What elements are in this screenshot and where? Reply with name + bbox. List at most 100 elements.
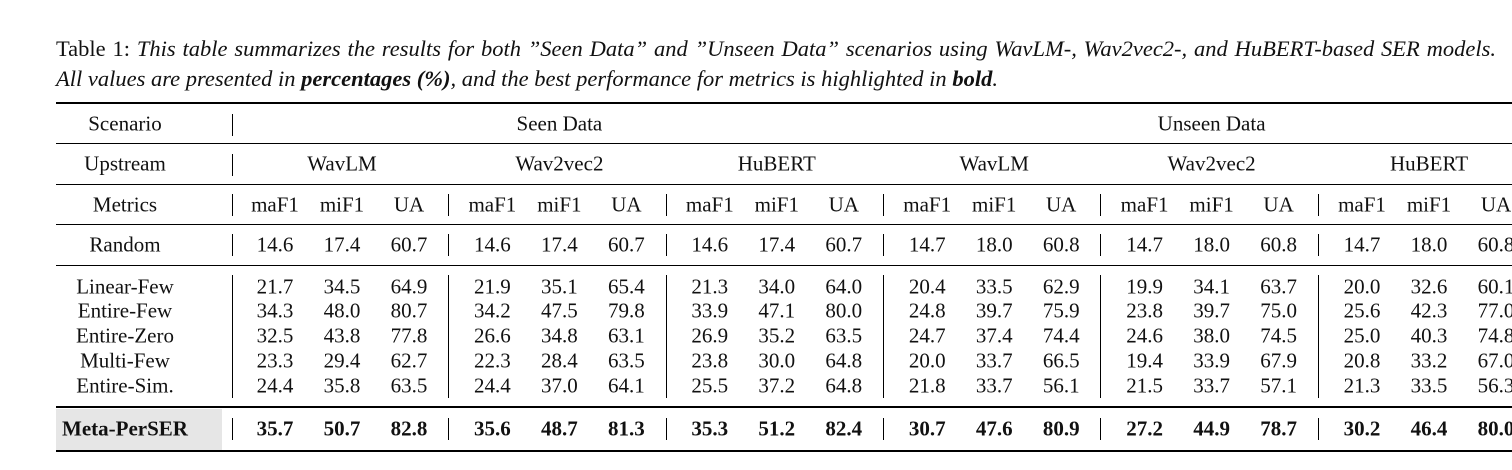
rule xyxy=(56,406,1512,408)
separator xyxy=(883,275,885,398)
cell-value: 80.0 xyxy=(1477,416,1512,441)
cell-value: 46.4 xyxy=(1410,416,1448,441)
cell-value: 60.8 xyxy=(1042,232,1080,257)
cell-value: 30.0 xyxy=(758,348,796,373)
separator xyxy=(883,234,885,256)
cell-value: 14.7 xyxy=(1126,232,1163,257)
cell-value: 22.3 xyxy=(474,348,511,373)
cell-value: 21.8 xyxy=(908,373,946,398)
metric-header: maF1 xyxy=(1338,192,1386,217)
method-name: Multi-Few xyxy=(80,348,170,373)
cell-value: 17.4 xyxy=(758,232,796,257)
cell-value: 21.3 xyxy=(691,274,729,299)
cell-value: 30.7 xyxy=(908,416,946,441)
cell-value: 60.8 xyxy=(1260,232,1297,257)
highlight-cell xyxy=(56,409,222,450)
metric-header: UA xyxy=(393,192,425,217)
metric-header: miF1 xyxy=(537,192,582,217)
cell-value: 50.7 xyxy=(323,416,361,441)
cell-value: 23.8 xyxy=(691,348,729,373)
caption: Table 1: This table summarizes the resul… xyxy=(56,34,1496,94)
cell-value: 64.9 xyxy=(390,274,428,299)
separator xyxy=(232,234,234,256)
cell-value: 33.5 xyxy=(1410,373,1448,398)
caption-label: Table 1: xyxy=(56,36,131,61)
cell-value: 51.2 xyxy=(758,416,796,441)
cell-value: 62.9 xyxy=(1042,274,1080,299)
cell-value: 30.2 xyxy=(1343,416,1381,441)
upstream-header: Wav2vec2 xyxy=(515,151,604,176)
cell-value: 18.0 xyxy=(975,232,1013,257)
metric-header: maF1 xyxy=(1120,192,1169,217)
cell-value: 47.5 xyxy=(541,298,578,323)
rule xyxy=(56,265,1512,267)
cell-value: 75.0 xyxy=(1260,298,1297,323)
cell-value: 75.9 xyxy=(1042,298,1080,323)
cell-value: 63.1 xyxy=(608,323,645,348)
caption-text: This table summarizes the results for bo… xyxy=(56,36,1497,91)
separator xyxy=(1100,418,1102,440)
cell-value: 80.9 xyxy=(1042,416,1080,441)
separator xyxy=(232,194,234,216)
method-name: Random xyxy=(89,232,161,257)
cell-value: 37.2 xyxy=(758,373,796,398)
separator xyxy=(232,114,234,136)
cell-value: 34.0 xyxy=(758,274,796,299)
cell-value: 39.7 xyxy=(975,298,1013,323)
cell-value: 37.0 xyxy=(541,373,578,398)
cell-value: 67.0 xyxy=(1477,348,1512,373)
separator xyxy=(666,234,668,256)
cell-value: 29.4 xyxy=(323,348,361,373)
cell-value: 63.7 xyxy=(1260,274,1297,299)
cell-value: 23.8 xyxy=(1126,298,1163,323)
cell-value: 62.7 xyxy=(390,348,428,373)
row-header: Metrics xyxy=(92,192,158,217)
cell-value: 25.6 xyxy=(1343,298,1381,323)
cell-value: 20.4 xyxy=(908,274,946,299)
upstream-header: WavLM xyxy=(959,151,1029,176)
metric-header: maF1 xyxy=(685,192,734,217)
cell-value: 14.7 xyxy=(908,232,946,257)
upstream-header: WavLM xyxy=(307,151,377,176)
separator xyxy=(1318,418,1320,440)
row-header: Upstream xyxy=(84,151,166,176)
metric-header: miF1 xyxy=(319,192,365,217)
rule xyxy=(56,450,1512,452)
cell-value: 26.6 xyxy=(474,323,511,348)
separator xyxy=(232,275,234,398)
cell-value: 33.7 xyxy=(975,373,1013,398)
cell-value: 60.7 xyxy=(390,232,428,257)
cell-value: 34.1 xyxy=(1193,274,1230,299)
metric-header: UA xyxy=(611,192,642,217)
cell-value: 33.7 xyxy=(975,348,1013,373)
cell-value: 63.5 xyxy=(390,373,428,398)
metric-header: miF1 xyxy=(754,192,799,217)
cell-value: 34.8 xyxy=(541,323,578,348)
metric-header: miF1 xyxy=(1189,192,1234,217)
metric-header: UA xyxy=(1480,192,1512,217)
group-header: Seen Data xyxy=(516,111,603,136)
cell-value: 64.8 xyxy=(825,373,863,398)
cell-value: 33.5 xyxy=(975,274,1013,299)
cell-value: 25.5 xyxy=(691,373,729,398)
separator xyxy=(1100,234,1102,256)
cell-value: 44.9 xyxy=(1193,416,1230,441)
cell-value: 21.3 xyxy=(1343,373,1381,398)
cell-value: 35.8 xyxy=(323,373,361,398)
separator xyxy=(448,418,450,440)
cell-value: 74.5 xyxy=(1260,323,1297,348)
rule xyxy=(56,184,1512,186)
caption-text: , and the best performance for metrics i… xyxy=(450,66,953,91)
cell-value: 14.6 xyxy=(691,232,729,257)
cell-value: 38.0 xyxy=(1193,323,1230,348)
cell-value: 66.5 xyxy=(1042,348,1080,373)
cell-value: 34.3 xyxy=(256,298,294,323)
rule xyxy=(56,224,1512,226)
separator xyxy=(666,275,668,398)
cell-value: 56.1 xyxy=(1042,373,1080,398)
separator xyxy=(666,418,668,440)
cell-value: 19.9 xyxy=(1126,274,1163,299)
separator xyxy=(883,194,885,216)
metric-header: UA xyxy=(1263,192,1294,217)
